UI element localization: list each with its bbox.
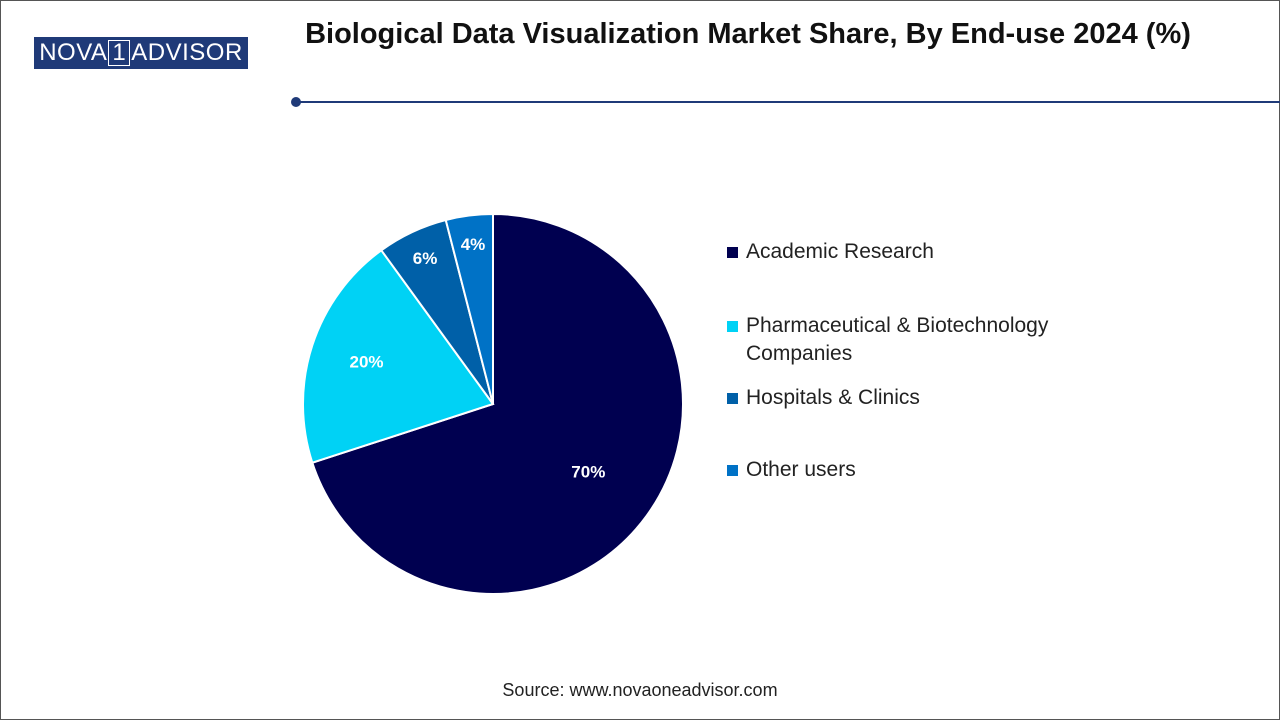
legend-label: Hospitals & Clinics [746, 386, 920, 409]
legend-item: Pharmaceutical & Biotechnology Companies [727, 312, 1107, 368]
legend-item: Hospitals & Clinics [727, 384, 1107, 412]
logo-text: ADVISOR [131, 39, 243, 66]
data-label: 70% [571, 463, 605, 482]
data-label: 20% [349, 352, 383, 371]
pie-slice [311, 212, 684, 595]
data-label: 4% [461, 235, 486, 254]
legend-item: Other users [727, 456, 1107, 484]
logo: NOVA 1 ADVISOR [34, 37, 248, 69]
title-rule [296, 101, 1280, 103]
source: Source: www.novaoneadvisor.com [502, 680, 778, 700]
legend-swatch [727, 247, 738, 258]
legend-swatch [727, 321, 738, 332]
chart-title: Biological Data Visualization Market Sha… [305, 18, 1191, 50]
pie-slice [444, 212, 494, 405]
legend-label: Other users [746, 458, 856, 481]
logo-mark: 1 [108, 40, 131, 66]
data-label: 6% [413, 249, 438, 268]
legend-swatch [727, 393, 738, 404]
legend-label: Academic Research [746, 240, 934, 263]
rule-dot [291, 97, 301, 107]
legend-swatch [727, 465, 738, 476]
logo-text: NOVA [39, 39, 108, 66]
legend-item: Academic Research [727, 238, 1107, 266]
pie-slice [302, 248, 495, 464]
legend-label: Pharmaceutical & Biotechnology Companies [746, 314, 1049, 365]
